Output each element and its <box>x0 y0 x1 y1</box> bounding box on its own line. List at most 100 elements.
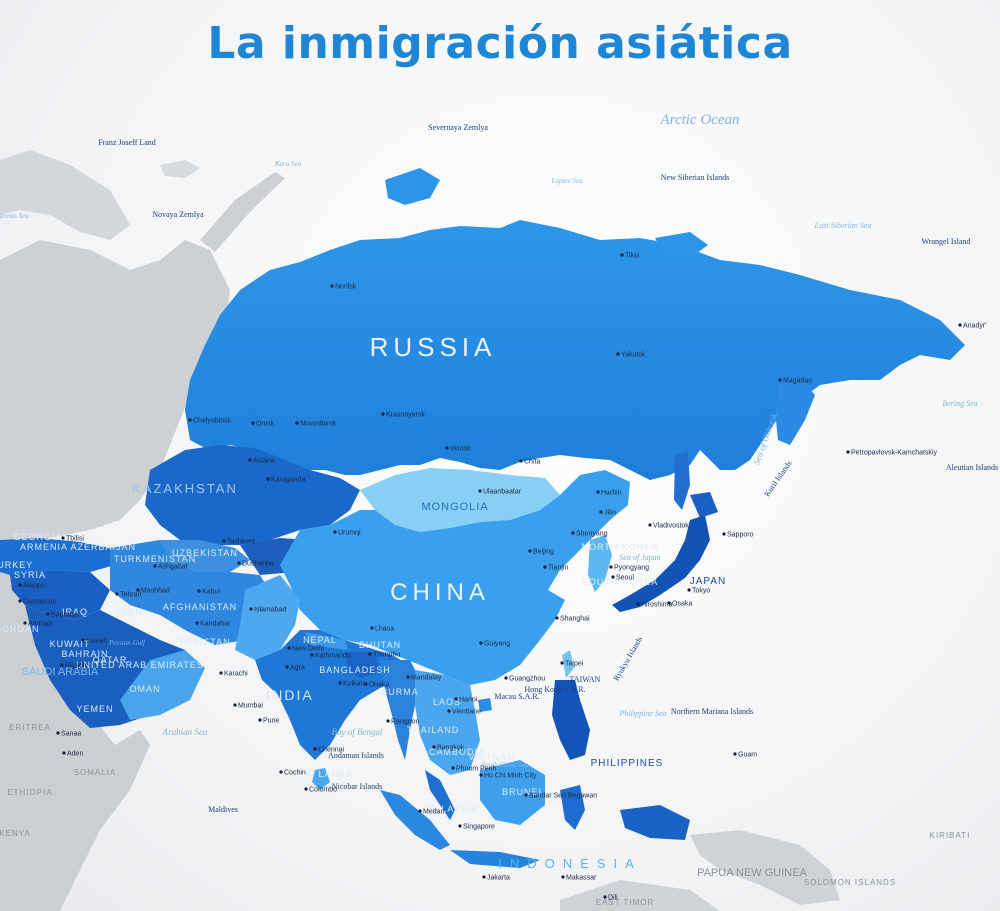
city-dot <box>479 641 483 645</box>
page-title: La inmigración asiática <box>207 18 793 69</box>
city-dot <box>596 490 600 494</box>
ethiopia-label: ETHIOPIA <box>7 788 52 797</box>
city-dot <box>648 523 652 527</box>
city-dot <box>482 875 486 879</box>
kazakhstan-label: KAZAKHSTAN <box>132 481 238 496</box>
city-dot <box>266 477 270 481</box>
severnaya-zemlya-island <box>385 168 440 205</box>
sakhalin-island <box>674 452 690 510</box>
city-dot <box>237 561 241 565</box>
city-dot <box>251 421 255 425</box>
city-label: Chita <box>524 459 540 466</box>
city-label: Tashkent <box>227 539 255 546</box>
sri-lanka-label: SRI LANKA <box>297 769 353 779</box>
city-dot <box>958 323 962 327</box>
java-island <box>450 850 540 868</box>
city-dot <box>219 671 223 675</box>
city-dot <box>778 378 782 382</box>
city-label: Medan <box>423 809 445 816</box>
city-label: Pyongyang <box>614 565 649 572</box>
new-siberian-island <box>655 232 708 258</box>
city-label: Shenyang <box>576 531 608 538</box>
kazakhstan-region <box>145 445 360 545</box>
new-guinea-west <box>620 805 690 840</box>
uzbekistan-region <box>160 540 250 572</box>
kiribati-label: KIRIBATI <box>930 831 971 840</box>
city-dot <box>115 592 119 596</box>
novaya-label: Novaya Zemlya <box>152 210 204 219</box>
mariana-label: Northern Mariana Islands <box>671 707 753 716</box>
city-dot <box>248 458 252 462</box>
city-dot <box>478 489 482 493</box>
city-label: Harbin <box>601 490 622 497</box>
turkmenistan-label: TURKMENISTAN <box>114 554 196 564</box>
city-dot <box>222 539 226 543</box>
city-dot <box>560 661 564 665</box>
city-label: Aden <box>67 751 83 758</box>
city-dot <box>60 663 64 667</box>
city-label: Irkutsk <box>450 446 471 453</box>
bangladesh-label: BANGLADESH <box>319 665 391 675</box>
city-label: Guam <box>738 752 757 759</box>
city-label: Magadan <box>783 378 812 385</box>
wrangel-label: Wrangel Island <box>922 237 971 246</box>
city-label: Kolkata <box>343 681 366 688</box>
papua-landmass <box>690 830 840 905</box>
bangladesh-region <box>345 652 380 678</box>
nepal-label: NEPAL <box>303 635 337 645</box>
city-dot <box>636 602 640 606</box>
city-dot <box>61 536 65 540</box>
levant-iraq-region <box>10 570 110 620</box>
pakistan-label: PAKISTAN <box>179 637 230 647</box>
city-label: Taipei <box>565 661 584 668</box>
oman-label: OMAN <box>130 684 161 694</box>
andaman-label: Andaman Islands <box>328 751 384 760</box>
macau-label: Macau S.A.R. <box>494 692 539 701</box>
city-dot <box>287 646 291 650</box>
city-dot <box>304 787 308 791</box>
city-dot <box>571 531 575 535</box>
city-dot <box>136 588 140 592</box>
sri-lanka-island <box>312 768 330 790</box>
city-label: Dili <box>608 895 618 902</box>
city-label: Bandar Seri Begawan <box>529 793 597 800</box>
city-label: Guiyang <box>484 641 510 648</box>
severnaya-label: Severnaya Zemlya <box>428 123 488 132</box>
city-dot <box>364 682 368 686</box>
city-label: Chelyabinsk <box>193 418 232 425</box>
indochina-region <box>415 670 480 775</box>
arabian-sea-label: Arabian Sea <box>162 727 208 737</box>
city-dot <box>528 549 532 553</box>
city-label: Kandahar <box>200 621 231 628</box>
armenia-azerbaijan-label: ARMENIA AZERBAIJAN <box>20 542 136 552</box>
city-dot <box>561 875 565 879</box>
nicobar-label: Nicobar Islands <box>332 782 382 791</box>
city-label: Agra <box>290 665 305 672</box>
city-dot <box>62 751 66 755</box>
city-dot <box>310 653 314 657</box>
city-dot <box>381 412 385 416</box>
city-dot <box>519 459 523 463</box>
georgia-label: GEORGIA <box>13 532 62 542</box>
city-label: Kathmandu <box>315 653 351 660</box>
kenya-label: KENYA <box>0 829 31 838</box>
city-dot <box>56 731 60 735</box>
australia-landmass <box>560 880 720 911</box>
solomon-label: SOLOMON ISLANDS <box>804 878 896 887</box>
city-label: Sanaa <box>61 731 81 738</box>
philippines-islands <box>552 680 590 760</box>
cambodia-label: CAMBODIA <box>429 747 485 757</box>
ryukyu-label: Ryukyu Islands <box>612 635 645 683</box>
city-label: Kuwait <box>86 638 107 645</box>
burma-label: BURMA <box>381 687 419 697</box>
hong-kong-label: Hong Kong S.A.R. <box>524 685 585 694</box>
city-dot <box>667 601 671 605</box>
korea-region <box>588 535 612 592</box>
city-dot <box>249 607 253 611</box>
franz-josef-island <box>160 160 200 178</box>
city-dot <box>687 588 691 592</box>
hokkaido-island <box>690 492 718 518</box>
city-label: Krasnoyarsk <box>386 412 425 419</box>
